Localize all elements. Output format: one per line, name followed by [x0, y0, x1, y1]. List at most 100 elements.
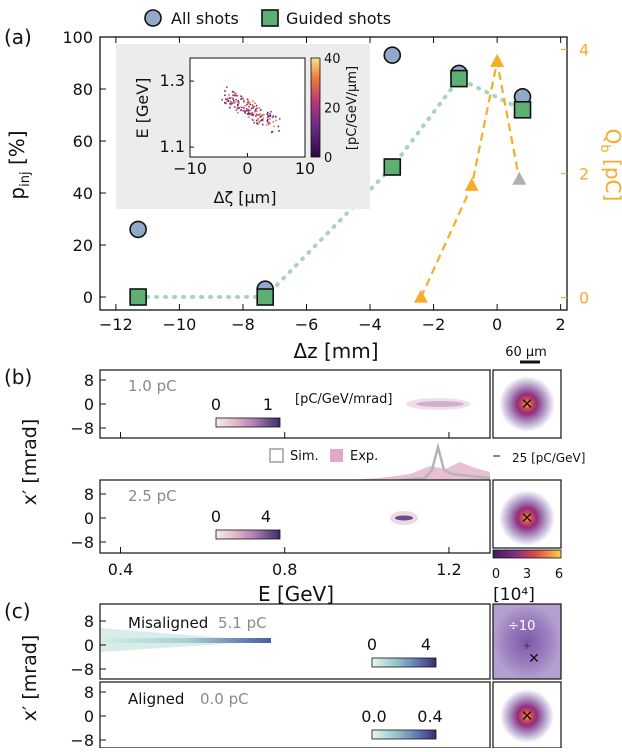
spot-colorbar-unit: [10⁴]: [493, 585, 535, 605]
spot-c-row-2-marker: ✕: [521, 707, 534, 725]
inset-cloud-point: [226, 86, 228, 89]
profile-row-2-charge: 0.0 pC: [200, 690, 249, 708]
inset-cloud-point: [228, 106, 231, 109]
inset-a: −10 0 10 1.1 1.3 0 20 40 Δζ [μm] E [GeV] [pC/Ge…: [116, 44, 370, 209]
inset-cloud-point: [268, 121, 270, 124]
ytick-c-row1-tick-label: 8: [84, 612, 94, 631]
inset-cloud-point: [244, 109, 246, 112]
inset-cloud-point: [242, 97, 244, 100]
inset-cloud-point: [269, 113, 271, 115]
point-charge: [464, 177, 479, 191]
inset-cloud-point: [252, 119, 254, 121]
charge-row-1: 1.0 pC: [128, 377, 177, 395]
inset-cloud-point: [229, 97, 231, 100]
inset-cloud-point: [232, 98, 235, 100]
xtick-label-a: −2: [422, 315, 446, 334]
ylabel-b: x′ [mrad]: [19, 419, 41, 505]
inset-cloud-point: [237, 100, 239, 102]
inset-cloud-point: [252, 113, 255, 115]
xlabel-b: E [GeV]: [258, 582, 334, 606]
ytick-b-row1-tick-label: −8: [70, 419, 94, 438]
inset-cloud-point: [278, 118, 281, 120]
inset-cloud-point: [257, 117, 259, 120]
inset-cloud-point: [236, 95, 239, 97]
inset-cloud-point: [233, 94, 235, 97]
colorbar-row-1-min: 0: [211, 395, 221, 414]
point-guided-shots: [450, 69, 468, 88]
y2label-a-unit: [pC]: [601, 153, 622, 202]
inset-cloud-point: [246, 109, 248, 112]
inset-cloud-point: [259, 116, 262, 118]
profile-row-2-frame: [99, 681, 491, 749]
profile-row-2-label: Aligned: [128, 690, 184, 708]
legend-marker-guided: [261, 9, 279, 27]
inset-cloud-point: [233, 92, 236, 94]
ytick-c-row2-tick-label: 8: [84, 683, 94, 702]
spot-c-row-1-factor: ÷10: [508, 619, 535, 634]
spot-colorbar-tick-1: 3: [523, 567, 531, 582]
xtick-label-a: 2: [556, 315, 566, 334]
inset-cloud-point: [256, 114, 259, 116]
inset-cloud-point: [258, 107, 261, 109]
inset-cloud-point: [230, 101, 232, 103]
profile-row-1-label: Misaligned: [128, 614, 208, 632]
inset-cloud-point: [251, 118, 253, 121]
spectrum-legend-sim: Sim.: [290, 449, 319, 464]
inset-cloud-point: [253, 105, 255, 108]
inset-cloud-point: [235, 101, 237, 103]
spot-row-2-marker: ✕: [521, 509, 534, 527]
colorbar-c-row-2-max: 0.4: [417, 707, 442, 726]
inset-cloud-point: [269, 115, 272, 117]
ylabel-a-unit: [%]: [5, 130, 29, 171]
inset-cloud-point: [246, 98, 249, 101]
inset-cloud-point: [232, 91, 235, 93]
colorbar-row-1-max: 1: [263, 395, 273, 414]
inset-cloud-point: [238, 107, 240, 109]
point-guided-shots: [129, 288, 147, 306]
inset-cloud-point: [225, 102, 227, 105]
inset-cloud-point: [255, 119, 258, 122]
xtick-label-a: −4: [358, 315, 382, 334]
inset-xlabel: Δζ [μm]: [214, 188, 277, 207]
inset-cloud-point: [266, 119, 269, 122]
spot-row-1-marker: ✕: [521, 395, 534, 413]
inset-cloud-point: [232, 99, 235, 102]
spectrum-lineout: Sim. Exp. 25 [pC/GeV]: [269, 442, 585, 482]
y2tick-label-a: 0: [579, 289, 589, 308]
ytick-label-a: 20: [73, 236, 93, 255]
inset-cloud-point: [271, 131, 273, 134]
inset-colorbar-tick: 0: [324, 151, 332, 166]
colorbar-c-row-2: [371, 729, 437, 740]
inset-cloud-point: [261, 114, 264, 117]
panel-c: Misaligned 5.1 pC 0 4 ÷10 + ✕ Aligned 0.…: [19, 603, 562, 750]
xtick-label-a: −12: [99, 315, 133, 334]
inset-cloud-point: [247, 109, 250, 111]
colorbar-row-2: [215, 529, 281, 540]
inset-cloud-point: [247, 102, 250, 105]
inset-cloud-point: [245, 107, 248, 110]
inset-axes: −10 0 10 1.1 1.3 0 20 40: [160, 52, 341, 178]
y2tick-label-a: 2: [579, 165, 589, 184]
inset-cloud-point: [252, 107, 254, 109]
y2label-a: Qb [pC]: [597, 129, 622, 202]
inset-cloud-point: [247, 101, 249, 104]
ytick-b-row2-tick-label: 8: [84, 485, 94, 504]
y2label-a-main: Q: [601, 129, 622, 145]
inset-ytick-label: 1.3: [160, 71, 185, 90]
inset-cloud-point: [235, 98, 238, 101]
inset-cloud-point: [240, 95, 242, 97]
ytick-b-row2-tick-label: 0: [84, 509, 94, 528]
colorbar-row-1: [215, 417, 281, 428]
spot-c-row-1-marker: ✕: [528, 651, 540, 667]
inset-cloud-point: [237, 111, 239, 114]
inset-cloud-point: [256, 122, 258, 124]
legend-a: All shots Guided shots: [144, 9, 391, 28]
ytick-label-a: 0: [83, 288, 93, 307]
inset-cloud-point: [246, 103, 248, 106]
inset-xtick-label: 10: [295, 159, 315, 178]
spectrum-legend-sim-swatch: [269, 448, 284, 463]
ytick-label-a: 60: [73, 132, 93, 151]
inset-cloud-point: [272, 121, 275, 123]
ytick-b-row1-tick-label: 0: [84, 395, 94, 414]
legend-label-all: All shots: [171, 9, 239, 28]
